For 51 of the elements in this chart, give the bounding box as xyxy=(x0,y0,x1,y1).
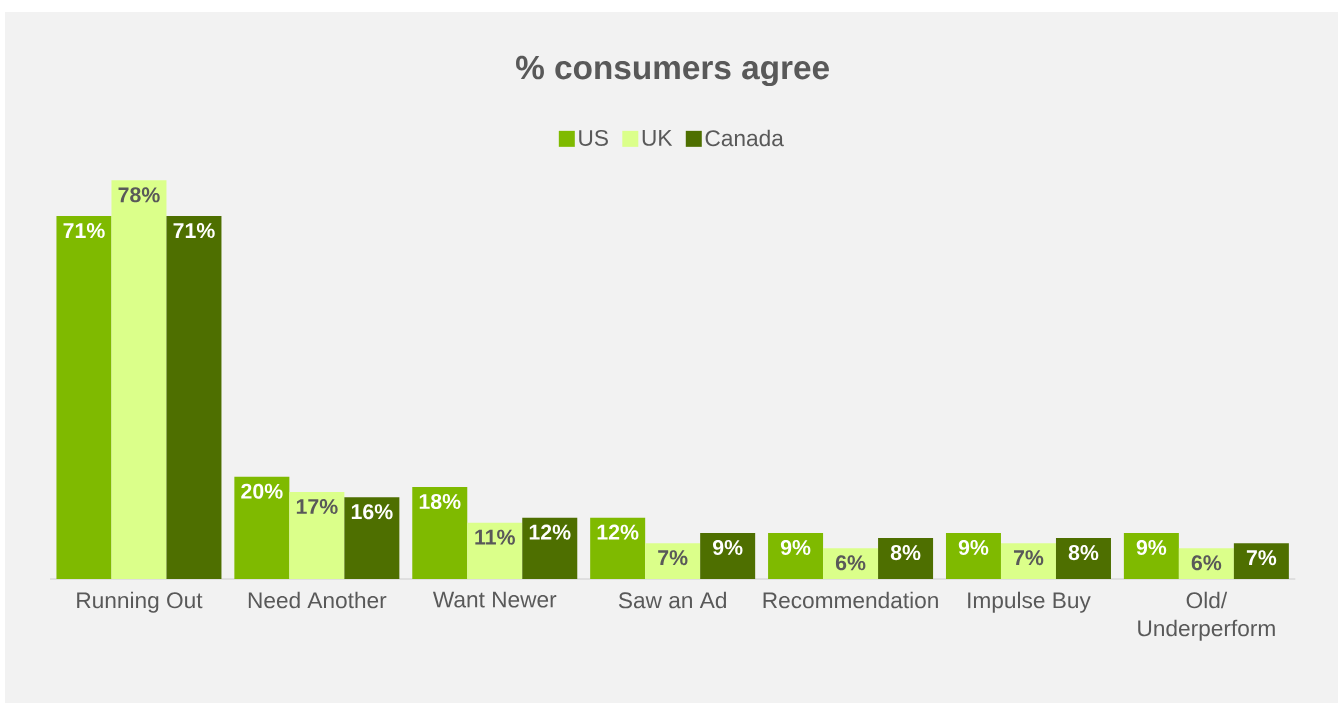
bar xyxy=(1123,532,1179,579)
x-tick-label: Running Out xyxy=(77,591,203,613)
legend-label: UK xyxy=(642,130,673,146)
bar xyxy=(289,492,345,579)
data-label: 9% xyxy=(1136,539,1167,556)
data-label: 7% xyxy=(1246,550,1277,566)
x-tick-label: Recommendation xyxy=(763,591,938,609)
data-label: 12% xyxy=(597,524,639,540)
bar xyxy=(1055,538,1111,579)
data-label: 12% xyxy=(529,524,571,540)
x-tick-label: Need Another xyxy=(248,591,387,609)
bar xyxy=(590,517,646,579)
data-label: 17% xyxy=(296,499,338,515)
data-label: 8% xyxy=(890,545,921,561)
data-label: 20% xyxy=(241,483,283,499)
bar xyxy=(1000,543,1056,579)
bar xyxy=(344,497,400,579)
data-label: 6% xyxy=(1191,555,1222,571)
data-label: 11% xyxy=(475,529,515,545)
data-label: 18% xyxy=(419,493,461,510)
bar xyxy=(945,532,1001,579)
bar xyxy=(1233,543,1289,579)
x-tick-label: Want Newer xyxy=(432,591,557,608)
bar xyxy=(166,216,222,579)
data-label: 8% xyxy=(1068,545,1099,561)
legend-label: Canada xyxy=(705,129,784,147)
bar xyxy=(645,543,701,579)
data-label: 9% xyxy=(712,539,743,556)
chart-title: % consumers agree xyxy=(516,55,829,87)
bar xyxy=(700,532,756,579)
data-label: 78% xyxy=(118,187,160,203)
data-label: 9% xyxy=(780,539,811,556)
bar xyxy=(412,486,468,579)
data-label: 71% xyxy=(63,223,105,239)
x-tick-label: Impulse Buy xyxy=(968,591,1091,613)
bar xyxy=(467,522,523,579)
data-label: 9% xyxy=(958,539,989,556)
bar xyxy=(56,216,112,579)
data-label: 7% xyxy=(1013,550,1044,566)
data-label: 6% xyxy=(835,555,866,571)
data-label: 71% xyxy=(173,223,215,239)
x-tick-label: Saw an Ad xyxy=(618,591,726,609)
x-tick-label: Old/ Underperform xyxy=(1138,591,1275,641)
bar xyxy=(234,476,290,579)
legend-label: US xyxy=(579,129,608,146)
bar xyxy=(522,517,578,579)
bar xyxy=(878,538,934,579)
bar xyxy=(768,532,824,579)
bar xyxy=(111,180,167,579)
data-label: 7% xyxy=(658,550,688,566)
data-label: 16% xyxy=(351,504,393,520)
